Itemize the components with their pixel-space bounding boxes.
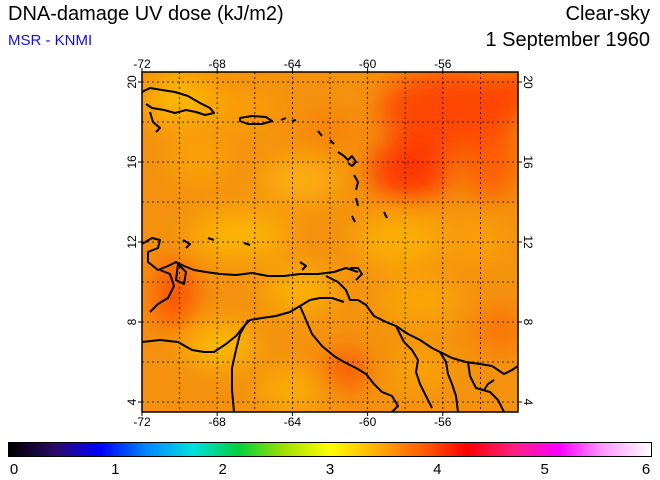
lon-tick-label: -60 bbox=[358, 57, 377, 71]
lon-tick-label: -64 bbox=[283, 415, 302, 429]
dose-field bbox=[142, 72, 518, 412]
lat-tick-label: 8 bbox=[125, 318, 139, 326]
lat-tick-label: 12 bbox=[125, 235, 139, 249]
lat-tick-label: 20 bbox=[125, 75, 139, 89]
lon-tick-label: -60 bbox=[358, 415, 377, 429]
lat-tick-label: 12 bbox=[521, 235, 535, 249]
graticule bbox=[142, 72, 518, 412]
source-label: MSR - KNMI bbox=[8, 32, 93, 49]
lon-tick-label: -56 bbox=[434, 415, 452, 429]
dose-blobs bbox=[145, 72, 518, 408]
lon-tick-label: -64 bbox=[283, 57, 302, 71]
coastlines bbox=[142, 87, 518, 412]
map-title: DNA-damage UV dose (kJ/m2) bbox=[8, 3, 284, 25]
lon-tick-label: -68 bbox=[208, 415, 226, 429]
colorbar bbox=[8, 442, 652, 457]
colorbar-tick-label: 4 bbox=[433, 461, 442, 478]
lat-tick-label: 16 bbox=[521, 155, 535, 169]
condition-label: Clear-sky bbox=[565, 3, 650, 25]
lon-tick-label: -72 bbox=[133, 415, 151, 429]
lat-tick-label: 4 bbox=[521, 398, 535, 406]
lat-tick-label: 20 bbox=[521, 75, 535, 89]
lon-tick-label: -68 bbox=[208, 57, 226, 71]
lon-tick-label: -72 bbox=[133, 57, 151, 71]
lat-tick-label: 4 bbox=[125, 398, 139, 406]
colorbar-tick-label: 6 bbox=[641, 461, 651, 478]
colorbar-tick-label: 1 bbox=[111, 461, 120, 478]
frame-ticks bbox=[138, 68, 522, 416]
lat-tick-label: 16 bbox=[125, 155, 139, 169]
colorbar-tick-label: 5 bbox=[540, 461, 549, 478]
lon-tick-label: -56 bbox=[434, 57, 452, 71]
date-label: 1 September 1960 bbox=[485, 29, 650, 51]
colorbar-tick-label: 2 bbox=[218, 461, 227, 478]
colorbar-tick-label: 0 bbox=[9, 461, 19, 478]
lat-tick-label: 8 bbox=[521, 318, 535, 326]
colorbar-tick-label: 3 bbox=[325, 461, 335, 478]
